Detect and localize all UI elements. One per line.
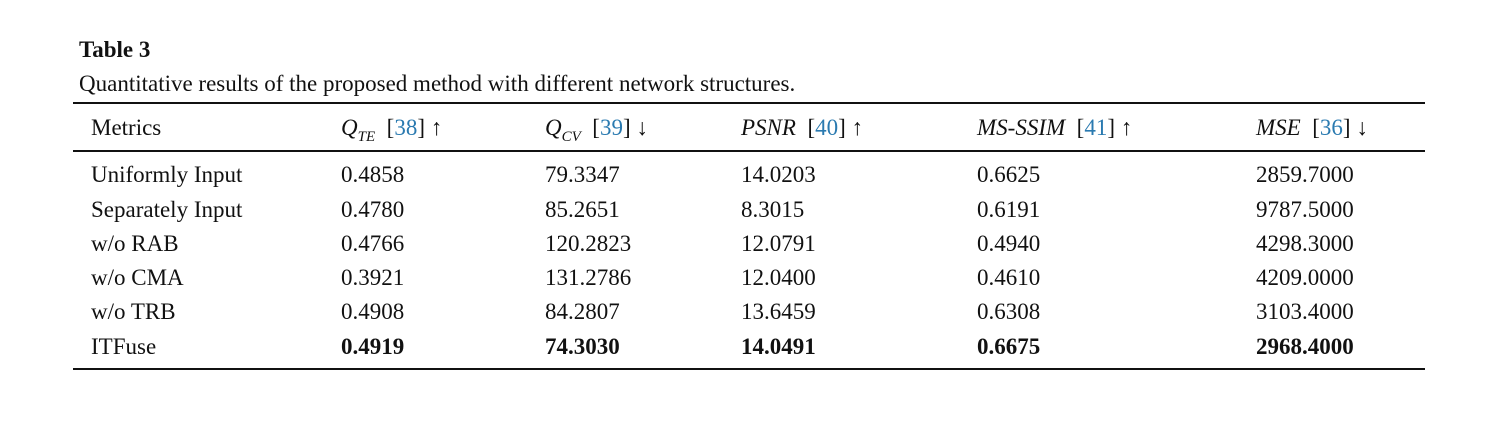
row-label: ITFuse [91,334,157,359]
cell-value: 12.0400 [741,265,816,290]
row-label: w/o RAB [91,231,179,256]
arrow: ↑ [430,115,443,140]
citation-number[interactable]: 40 [815,115,839,140]
cell-value: 4209.0000 [1256,265,1354,290]
row-label: w/o CMA [91,265,184,290]
cell-value: 14.0203 [741,162,816,187]
cell-value: 0.4919 [341,334,405,359]
row-label: w/o TRB [91,299,176,324]
header-cell: QCV [39] ↓ [545,115,648,145]
citation: [36] [1312,115,1351,140]
citation-number[interactable]: 41 [1084,115,1108,140]
header-cell: Metrics [91,116,161,139]
cell-value: 131.2786 [545,265,632,290]
arrow: ↓ [1356,115,1368,140]
cell-value: 120.2823 [545,231,632,256]
top-rule [73,102,1425,104]
cell-value: 2859.7000 [1256,162,1354,187]
cell-value: 85.2651 [545,197,620,222]
cell-value: 0.6675 [977,334,1041,359]
metric-symbol: Q [545,115,562,140]
cell-value: 0.4610 [977,265,1041,290]
metric-symbol: MSE [1256,115,1301,140]
metric-symbol: Q [341,115,358,140]
row-label: Separately Input [91,197,243,222]
cell-value: 0.6308 [977,299,1041,324]
cell-value: 9787.5000 [1256,197,1354,222]
cell-value: 12.0791 [741,231,816,256]
arrow: ↑ [1120,115,1133,140]
citation-number[interactable]: 39 [599,115,623,140]
cell-value: 14.0491 [741,334,816,359]
cell-value: 0.6191 [977,197,1041,222]
arrow: ↓ [636,115,648,140]
citation-number[interactable]: 38 [394,115,418,140]
arrow: ↑ [851,115,864,140]
cell-value: 8.3015 [741,197,805,222]
cell-value: 13.6459 [741,299,816,324]
header-cell: PSNR [40] ↑ [741,116,863,139]
metric-symbol: PSNR [741,115,796,140]
table-label: Table 3 [79,37,151,62]
header-cell: MSE [36] ↓ [1256,116,1368,139]
metric-subscript: CV [561,129,581,145]
cell-value: 0.3921 [341,265,405,290]
cell-value: 0.4940 [977,231,1041,256]
metric-subscript: TE [357,129,376,145]
cell-value: 0.4780 [341,197,405,222]
cell-value: 0.4766 [341,231,405,256]
cell-value: 3103.4000 [1256,299,1354,324]
row-label: Uniformly Input [91,162,243,187]
metric-symbol: MS-SSIM [977,115,1066,140]
citation: [40] [807,115,846,140]
cell-value: 4298.3000 [1256,231,1354,256]
citation: [39] [592,115,631,140]
header-text: Metrics [91,115,162,140]
citation-number[interactable]: 36 [1319,115,1343,140]
cell-value: 84.2807 [545,299,620,324]
header-cell: MS-SSIM [41] ↑ [977,116,1132,139]
header-cell: QTE [38] ↑ [341,115,443,145]
cell-value: 2968.4000 [1256,334,1354,359]
cell-value: 0.4908 [341,299,405,324]
citation: [41] [1076,115,1115,140]
cell-value: 79.3347 [545,162,620,187]
bottom-rule [73,368,1425,370]
caption: Quantitative results of the proposed met… [79,71,796,96]
cell-value: 0.6625 [977,162,1041,187]
citation: [38] [386,115,425,140]
cell-value: 0.4858 [341,162,405,187]
cell-value: 74.3030 [545,334,620,359]
mid-rule [73,150,1425,152]
